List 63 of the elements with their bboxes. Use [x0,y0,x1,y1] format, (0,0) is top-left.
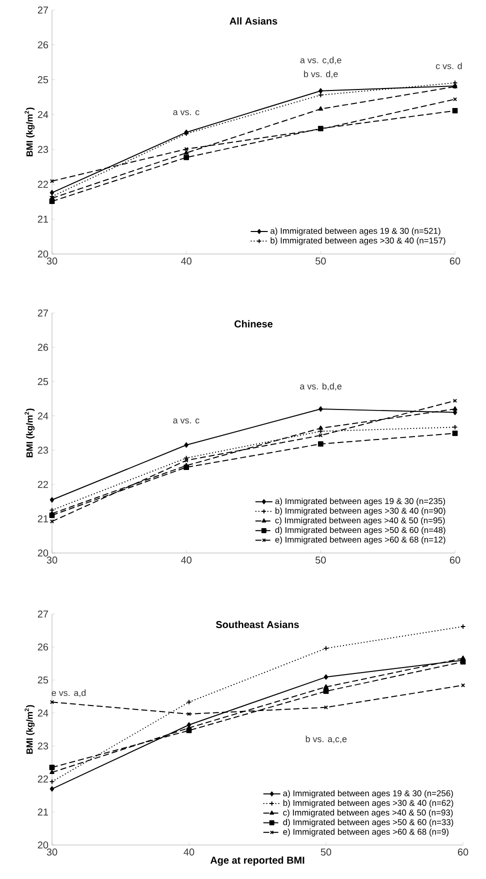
legend-label: b) Immigrated between ages >30 & 40 (n=62) [283,800,454,808]
x-tick-label: 50 [316,258,326,265]
legend-label: e) Immigrated between ages >60 & 68 (n=12) [275,536,446,544]
x-axis-title: Age at reported BMI [210,856,304,866]
x-tick-label: 60 [450,556,460,564]
legend-label: d) Immigrated between ages >50 & 60 (n=33) [283,818,454,827]
y-axis-title: BMI (kg/m$^{2}$) [24,108,35,156]
legend-label: c) Immigrated between ages >40 & 50 (n=93) [283,809,453,818]
y-tick-label: 21 [38,216,48,223]
annotation: a vs. c [173,110,200,116]
y-tick-label: 20 [38,841,48,849]
y-tick-label: 20 [38,250,48,258]
x-tick-label: 40 [181,258,192,265]
y-tick-label: 24 [38,710,48,716]
x-tick-label: 30 [46,848,58,856]
legend-label: e) Immigrated between ages >60 & 68 (n=9) [283,828,448,836]
annotation: e vs. a,d [52,689,86,698]
text: Chinese [234,320,273,328]
legend-label: b) Immigrated between ages >30 & 40 (n=157) [270,237,446,246]
y-tick-label: 26 [38,344,48,351]
y-tick-label: 22 [38,776,48,782]
x-tick-label: 40 [181,556,192,564]
annotation: a vs. c [173,418,200,424]
y-tick-label: 22 [38,180,48,188]
legend-label: b) Immigrated between ages >30 & 40 (n=90) [275,508,446,516]
annotation: c vs. d [436,62,462,70]
x-tick-label: 40 [184,848,194,856]
y-tick-label: 27 [38,310,48,316]
y-tick-label: 25 [38,676,48,684]
y-tick-label: 24 [38,412,48,420]
y-tick-label: 22 [38,480,48,488]
y-tick-label: 25 [38,378,48,386]
x-tick-label: 30 [46,556,58,564]
y-tick-label: 27 [38,6,48,14]
y-tick-label: 24 [38,111,48,118]
y-tick-label: 23 [38,446,48,454]
y-tick-label: 27 [38,610,48,618]
y-tick-label: 21 [38,515,48,522]
legend-label: a) Immigrated between ages 19 & 30 (n=521) [270,228,440,236]
x-tick-label: 60 [458,848,468,856]
y-tick-label: 21 [38,808,48,816]
x-tick-label: 50 [320,848,332,856]
y-axis-title: BMI (kg/m$^{2}$) [24,705,35,754]
annotation: b vs. d,e [304,70,338,78]
legend-label: c) Immigrated between ages >40 & 50 (n=95) [275,517,445,526]
y-tick-label: 26 [38,643,48,651]
y-tick-label: 23 [38,146,48,153]
y-tick-label: 23 [38,742,48,750]
annotation: a vs. b,d,e [300,382,342,390]
x-tick-label: 30 [46,258,58,265]
legend-label: a) Immigrated between ages 19 & 30 (n=256) [283,790,453,798]
text: All Asians [230,17,278,25]
y-tick-label: 20 [38,549,48,557]
x-tick-label: 50 [316,556,326,564]
y-tick-label: 25 [38,76,48,84]
legend-label: a) Immigrated between ages 19 & 30 (n=235) [275,498,445,506]
x-tick-label: 60 [450,258,460,265]
annotation: b vs. a,c,e [306,736,347,744]
text: Southeast Asians [216,620,299,628]
annotation: a vs. c,d,e [300,56,342,64]
legend-label: d) Immigrated between ages >50 & 60 (n=48) [275,526,446,535]
y-tick-label: 26 [38,41,48,48]
y-axis-title: BMI (kg/m$^{2}$) [24,408,35,458]
